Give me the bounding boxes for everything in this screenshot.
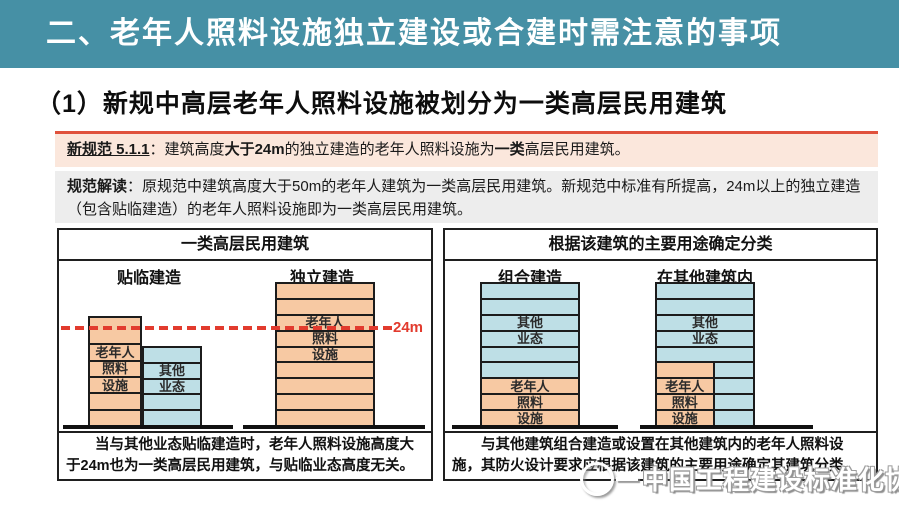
building-cell — [277, 361, 373, 378]
building-cell: 其他 — [482, 313, 578, 330]
building-split-row — [657, 361, 753, 378]
building-cell — [714, 363, 753, 378]
building-cell — [714, 395, 753, 410]
regulation-text-3: 高层民用建筑。 — [524, 141, 630, 158]
building-cell — [714, 411, 753, 426]
building-combined: 其他 业态 老年人 照料 设施 — [480, 282, 580, 427]
building-cell — [144, 409, 200, 425]
watermark-dash — [616, 476, 638, 481]
building-cell — [277, 409, 373, 426]
building-cell — [482, 345, 578, 362]
regulation-colon: ： — [149, 141, 165, 158]
building-cell: 老年人 — [657, 379, 715, 394]
group-label-adjacent-build: 贴临建造 — [116, 270, 181, 287]
section-subtitle: （1）新规中高层老年人照料设施被划分为一类高层民用建筑 — [36, 90, 727, 118]
building-cell — [657, 284, 753, 298]
building-cell — [277, 297, 373, 314]
watermark-text: 中国工程建设标准化协会 — [642, 465, 899, 495]
building-cell: 业态 — [482, 329, 578, 346]
building-adjacent-other: 其他 业态 — [142, 346, 202, 427]
building-cell — [144, 348, 200, 362]
building-cell — [144, 393, 200, 410]
building-cell — [482, 297, 578, 314]
interpretation-body: 原规范中建筑高度大于50m的老年人建筑为一类高层民用建筑。新规范中标准有所提高，… — [67, 178, 861, 219]
building-cell: 照料 — [90, 359, 140, 376]
building-cell — [482, 361, 578, 378]
regulation-box: 新规范 5.1.1：建筑高度大于24m的独立建造的老年人照料设施为一类高层民用建… — [55, 131, 878, 167]
building-cell — [657, 363, 715, 378]
left-panel-title: 一类高层民用建筑 — [59, 230, 431, 261]
building-cell: 设施 — [277, 345, 373, 362]
association-logo-icon — [580, 461, 614, 496]
building-cell: 老年人 — [90, 343, 140, 360]
building-cell: 设施 — [90, 375, 140, 393]
watermark: 中国工程建设标准化协会 — [580, 460, 899, 497]
building-split-row: 照料 — [657, 393, 753, 410]
building-cell — [657, 297, 753, 314]
building-cell: 其他 — [657, 313, 753, 330]
height-marker-24m: 24m — [393, 319, 424, 336]
right-panel-caption: 与其他建筑组合建造或设置在其他建筑内的老年人照料设施，其防火设计要求应根据该建筑… — [445, 431, 876, 479]
regulation-text-1: 建筑高度 — [164, 141, 225, 158]
right-panel-title: 根据该建筑的主要用途确定分类 — [445, 230, 876, 261]
building-cell — [277, 393, 373, 410]
left-panel-diagram: 贴临建造 独立建造 老年人 照料 设施 其他 业态 — [59, 261, 431, 431]
regulation-clause-label: 新规范 5.1.1 — [67, 141, 150, 158]
ground-line — [243, 425, 425, 429]
header-bar: 二、老年人照料设施独立建设或合建时需注意的事项 — [0, 0, 899, 68]
building-cell — [90, 392, 140, 409]
building-cell — [482, 284, 578, 298]
interpretation-colon: ： — [127, 178, 143, 195]
building-cell — [657, 345, 753, 362]
building-cell: 照料 — [482, 393, 578, 410]
regulation-bold-1: 大于24m — [224, 141, 285, 158]
building-cell: 业态 — [657, 329, 753, 346]
building-cell: 设施 — [657, 411, 715, 426]
building-split-row: 老年人 — [657, 377, 753, 394]
building-inside-other: 其他 业态 老年人 照料 设施 — [655, 282, 755, 427]
building-cell — [277, 284, 373, 298]
ground-line — [63, 425, 233, 429]
left-panel-caption: 当与其他业态贴临建造时，老年人照料设施高度大于24m也为一类高层民用建筑，与贴临… — [59, 431, 431, 479]
building-cell: 老年人 — [277, 313, 373, 330]
building-cell: 老年人 — [482, 377, 578, 394]
building-cell — [277, 377, 373, 394]
building-cell: 设施 — [482, 409, 578, 426]
building-cell: 照料 — [277, 329, 373, 346]
page-title: 二、老年人照料设施独立建设或合建时需注意的事项 — [46, 17, 782, 50]
ground-line — [640, 425, 813, 429]
regulation-text-2: 的独立建造的老年人照料设施为 — [284, 141, 495, 158]
interpretation-box: 规范解读：原规范中建筑高度大于50m的老年人建筑为一类高层民用建筑。新规范中标准… — [55, 171, 878, 223]
building-independent-care: 老年人 照料 设施 — [275, 282, 375, 427]
building-cell: 业态 — [144, 377, 200, 394]
right-panel-diagram: 组合建造 在其他建筑内 其他 业态 老年人 照料 设施 其他 业态 — [445, 261, 876, 431]
building-adjacent-care: 老年人 照料 设施 — [88, 316, 142, 427]
building-cell: 照料 — [657, 395, 715, 410]
height-limit-dashed-line — [61, 326, 392, 330]
building-cell: 其他 — [144, 361, 200, 378]
interpretation-label: 规范解读 — [67, 178, 128, 195]
building-split-row: 设施 — [657, 409, 753, 426]
building-cell — [714, 379, 753, 394]
regulation-bold-2: 一类 — [494, 141, 525, 158]
diagram-panel-class-one-highrise: 一类高层民用建筑 贴临建造 独立建造 老年人 照料 设施 其他 业态 — [57, 228, 433, 481]
building-cell — [90, 318, 140, 344]
building-cell — [90, 408, 140, 426]
diagram-panel-usage-classification: 根据该建筑的主要用途确定分类 组合建造 在其他建筑内 其他 业态 老年人 照料 … — [443, 228, 878, 481]
ground-line — [452, 425, 618, 429]
